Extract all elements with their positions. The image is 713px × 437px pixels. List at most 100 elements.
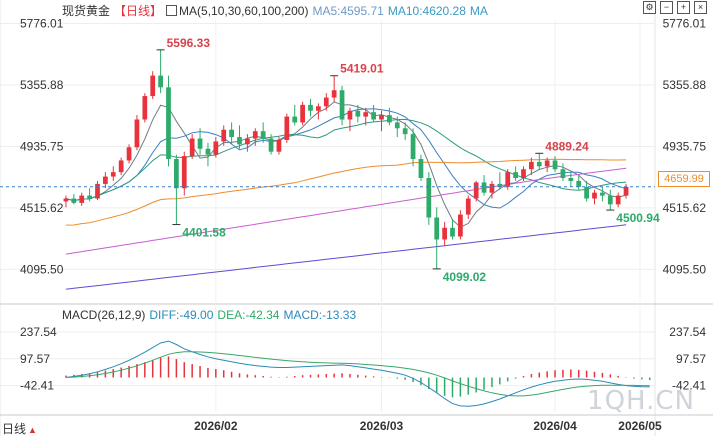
macd-tick-right-1: 97.57 [676, 352, 706, 366]
y-tick-left-1: 5355.88 [20, 78, 64, 92]
candle-body [529, 161, 534, 170]
candle-body [221, 129, 227, 142]
candle-body [481, 182, 487, 193]
candle-body [576, 180, 582, 187]
candle-body [300, 104, 305, 123]
candle-body [552, 160, 558, 170]
candle-body [268, 138, 274, 152]
macd-diff: DIFF:-49.00 [149, 308, 214, 322]
window-controls: ⚙ − + × [643, 1, 707, 14]
candle-body [560, 169, 566, 179]
candle-body [426, 178, 432, 218]
candle-body [458, 214, 463, 237]
candle-body [245, 138, 250, 145]
candle-body [134, 119, 140, 148]
candle-body [166, 87, 171, 159]
candle-body [442, 227, 447, 240]
candle-body [237, 137, 242, 145]
candle-body [252, 131, 258, 139]
y-tick-right-2: 4935.75 [663, 139, 707, 153]
candle-body [592, 192, 597, 199]
candle-body [205, 148, 211, 155]
candle-body [465, 198, 471, 215]
candle-body [615, 195, 621, 205]
candle-body [536, 161, 542, 167]
candle-body [600, 192, 605, 196]
annotation-high-label: 4889.24 [545, 139, 589, 153]
period-label: 【日线】 [114, 4, 163, 18]
macd-diff-line [65, 340, 650, 407]
chevron-up-icon: ▲ [28, 425, 37, 435]
y-tick-right-4: 4095.50 [663, 262, 707, 276]
candle-body [284, 116, 290, 140]
macd-value: MACD:-13.33 [283, 308, 357, 322]
ma5-value: MA5:4595.71 [312, 4, 384, 18]
candle-body [63, 198, 69, 202]
plus-icon[interactable]: + [677, 1, 690, 14]
ma10-line [65, 108, 627, 209]
symbol-name: 现货黄金 [62, 4, 111, 18]
macd-tick-left-1: 97.57 [20, 352, 50, 366]
candle-body [544, 160, 550, 167]
period-selector-label: 日线 [2, 422, 27, 436]
candle-body [158, 75, 163, 88]
candle-body [505, 172, 511, 187]
ma-label: MA(5,10,30,60,100,200) [179, 4, 309, 18]
candle-body [607, 195, 613, 205]
annotation-low-label: 4099.02 [443, 270, 487, 284]
x-tick-0: 2026/02 [194, 419, 238, 433]
y-tick-right-1: 5355.88 [663, 78, 707, 92]
candle-body [316, 106, 321, 111]
ma10-value: MA10:4620.28 [387, 4, 466, 18]
chart-settings-icon[interactable] [166, 5, 178, 16]
settings-icon[interactable]: ⚙ [643, 1, 656, 14]
candle-body [394, 122, 400, 129]
candle-body [229, 129, 234, 138]
ma200-line [65, 224, 627, 290]
candle-body [450, 227, 455, 237]
macd-tick-left-0: 237.54 [20, 325, 57, 339]
candle-body [126, 147, 132, 161]
candle-body [150, 75, 156, 97]
close-icon[interactable]: × [694, 1, 707, 14]
candle-body [323, 97, 329, 107]
candle-body [347, 110, 353, 120]
candle-body [363, 112, 369, 117]
candle-body [292, 116, 298, 123]
candle-body [410, 134, 416, 159]
y-tick-left-2: 4935.75 [20, 139, 64, 153]
candle-body [197, 138, 203, 149]
candle-body [584, 186, 589, 199]
candle-body [473, 182, 479, 199]
candle-body [189, 138, 195, 157]
candle-body [568, 178, 574, 181]
candle-body [118, 160, 124, 173]
candle-body [402, 128, 408, 135]
x-tick-2: 2026/04 [533, 419, 577, 433]
macd-dea-line [65, 351, 650, 397]
annotation-high-label: 5419.01 [340, 62, 384, 76]
watermark: 1QH.CN [587, 386, 695, 416]
main-chart-header: 现货黄金 【日线】 MA(5,10,30,60,100,200) MA5:4595.7… [62, 2, 492, 19]
candle-body [434, 217, 440, 240]
macd-dea: DEA:-42.34 [217, 308, 280, 322]
ma5-line [65, 101, 627, 228]
x-tick-1: 2026/03 [360, 419, 404, 433]
minus-icon[interactable]: − [660, 1, 673, 14]
candle-body [339, 90, 345, 120]
period-selector[interactable]: 日线 ▲ [2, 420, 37, 437]
candle-body [87, 195, 92, 199]
macd-tick-right-2: -42.41 [672, 379, 706, 393]
y-tick-left-4: 4095.50 [20, 262, 64, 276]
candle-body [71, 198, 77, 203]
macd-tick-left-2: -42.41 [20, 379, 54, 393]
candle-body [276, 139, 282, 152]
ma60-line [65, 158, 627, 226]
candle-body [379, 115, 384, 120]
candle-body [181, 156, 187, 189]
candle-body [142, 96, 148, 120]
ma100-line [65, 167, 627, 255]
x-tick-3: 2026/05 [618, 419, 662, 433]
candle-body [308, 104, 313, 111]
candle-body [371, 112, 376, 120]
